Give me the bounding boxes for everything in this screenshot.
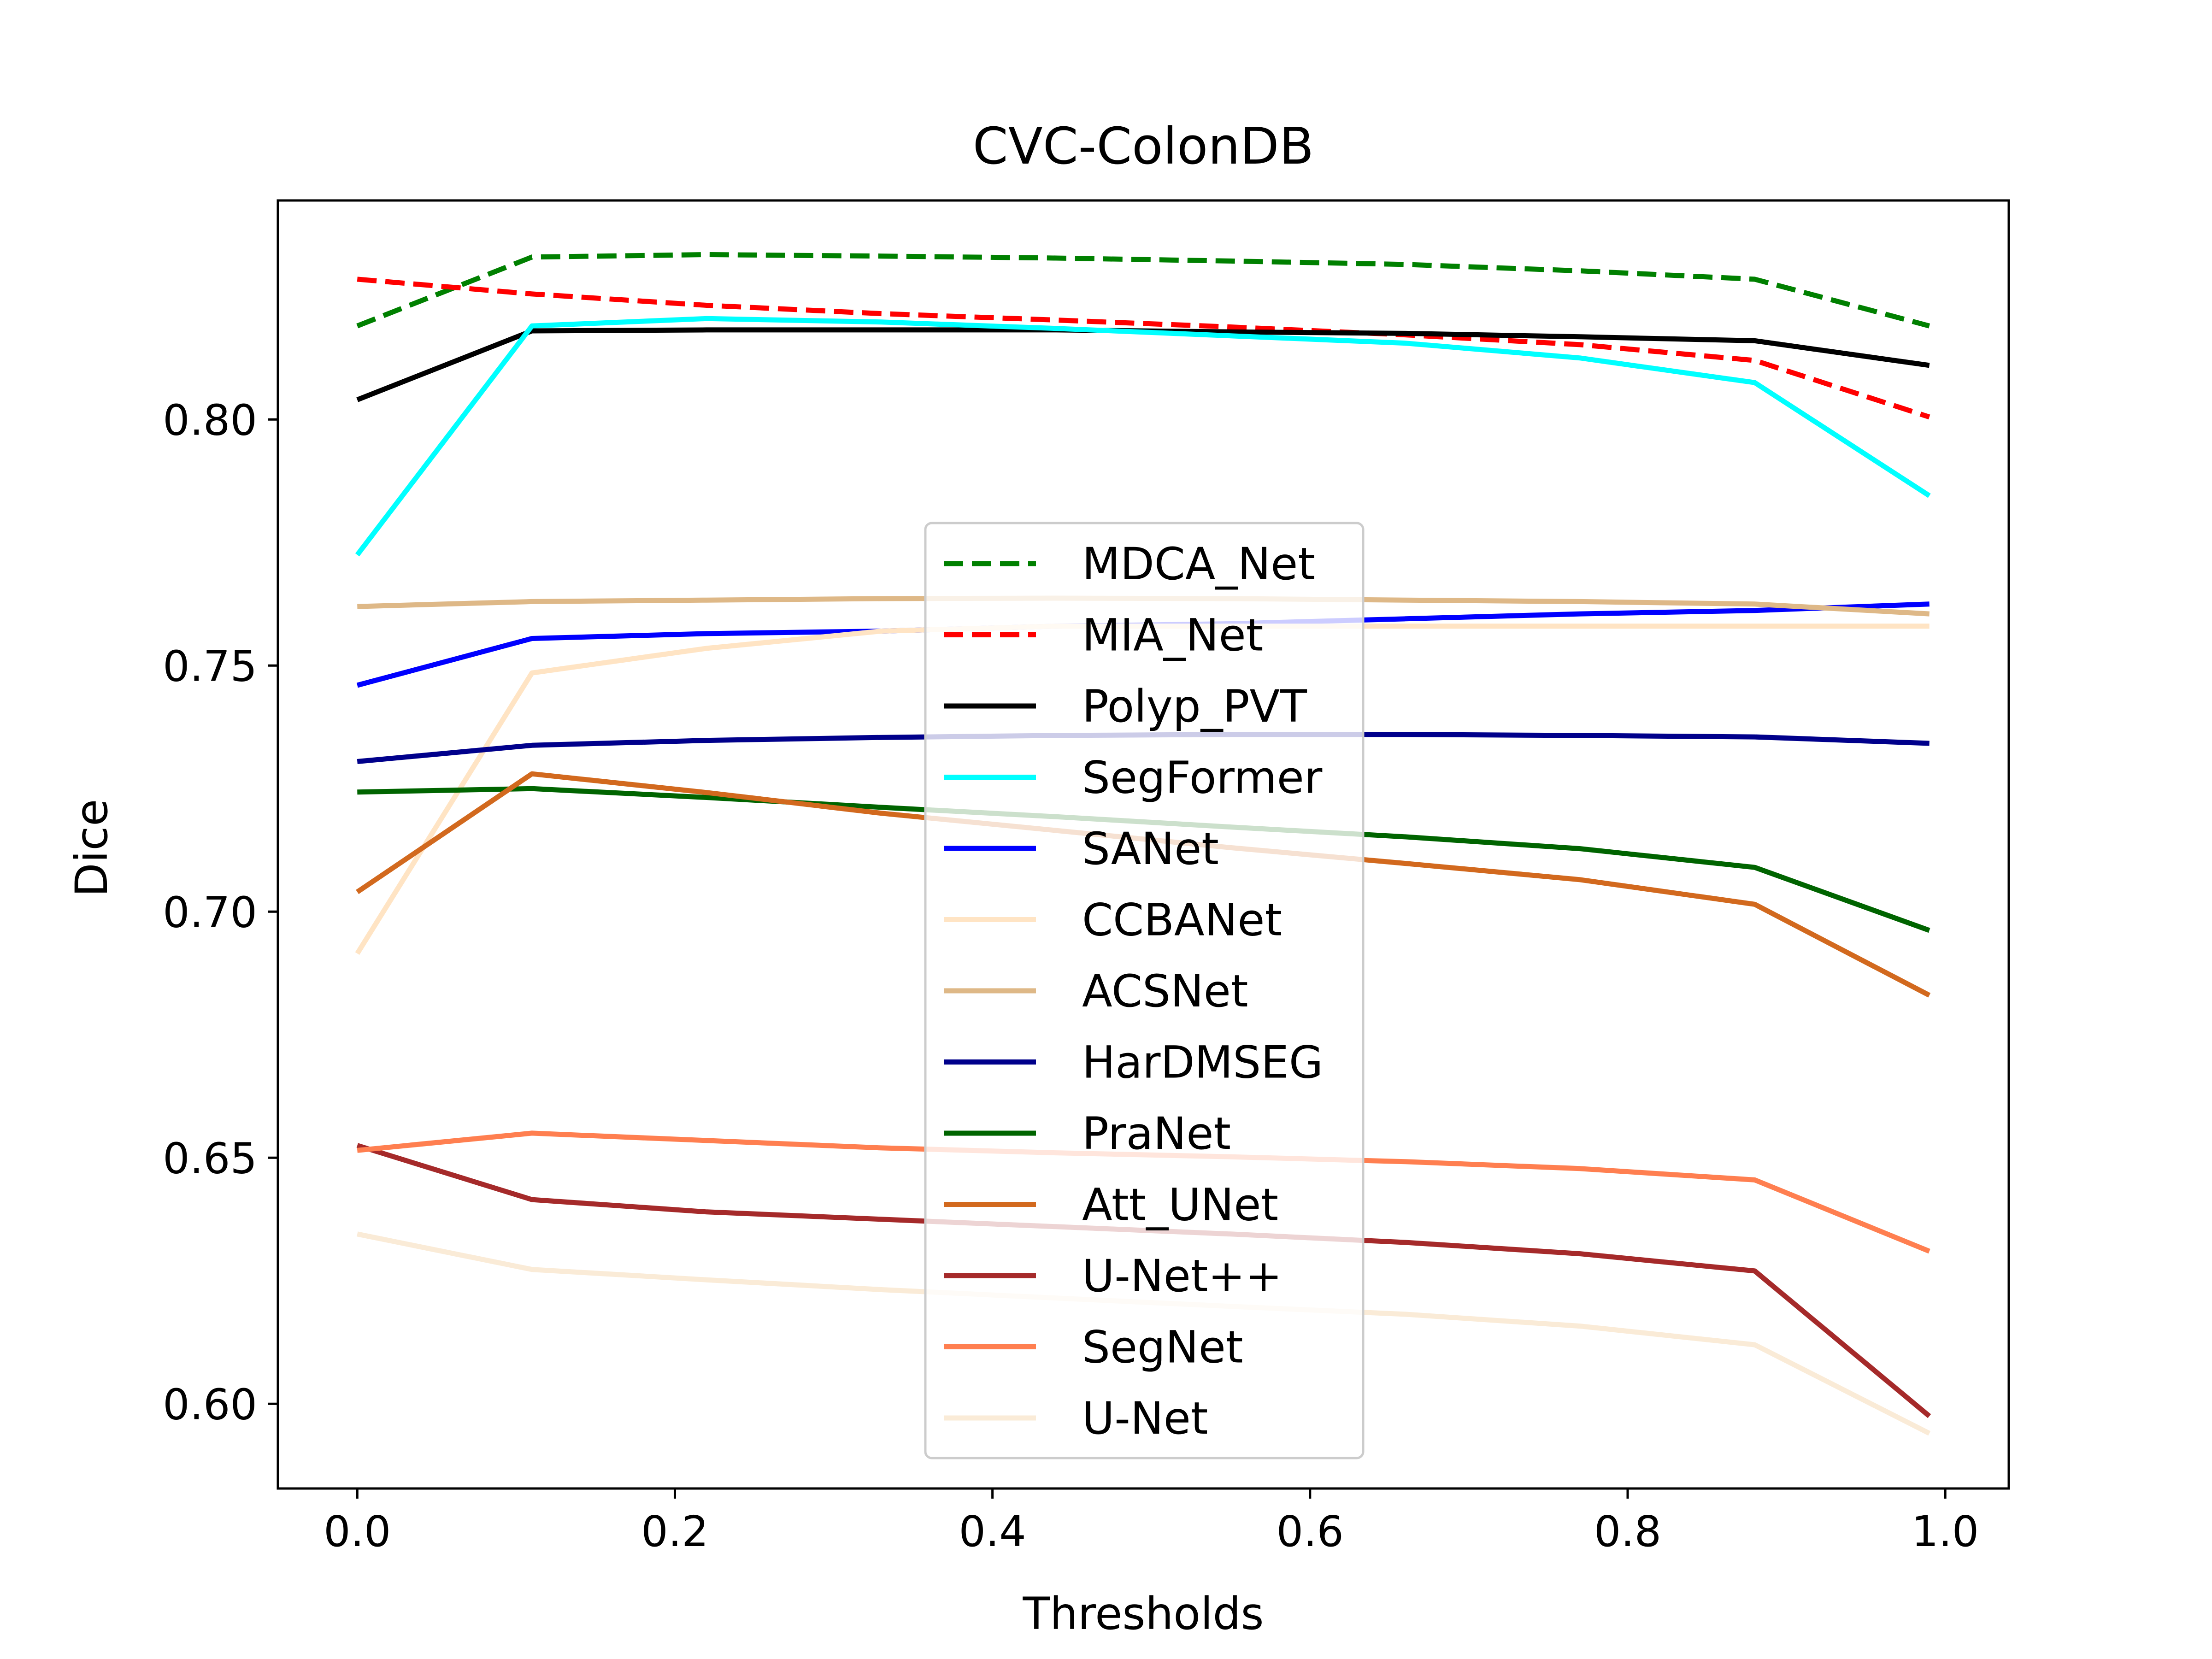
x-tick-label: 0.8 [1594, 1507, 1661, 1556]
legend-item: CCBANet [944, 894, 1282, 946]
legend-item: SegFormer [944, 752, 1323, 804]
legend-label: SANet [1082, 823, 1219, 875]
legend-item: U-Net++ [944, 1250, 1282, 1302]
y-axis-label: Dice [66, 799, 118, 897]
x-axis: 0.0 0.2 0.4 0.6 0.8 1.0 [324, 1488, 1979, 1556]
legend-item: HarDMSEG [944, 1037, 1323, 1088]
chart-title: CVC-ColonDB [973, 117, 1314, 176]
legend-item: SegNet [944, 1322, 1243, 1373]
x-tick-label: 0.2 [641, 1507, 708, 1556]
legend-label: Att_UNet [1082, 1179, 1278, 1231]
y-tick-label: 0.65 [163, 1134, 257, 1183]
y-tick-label: 0.60 [163, 1380, 257, 1429]
legend-item: Att_UNet [944, 1179, 1278, 1231]
x-axis-label: Thresholds [1022, 1588, 1264, 1640]
y-tick-label: 0.70 [163, 888, 257, 937]
x-tick-label: 0.0 [324, 1507, 391, 1556]
legend-label: SegNet [1082, 1322, 1243, 1373]
legend-item: Polyp_PVT [944, 681, 1307, 732]
legend-item: SANet [944, 823, 1219, 875]
legend-item: MIA_Net [944, 610, 1263, 661]
legend-label: ACSNet [1082, 965, 1248, 1017]
legend-label: U-Net [1082, 1393, 1208, 1444]
legend-item: PraNet [944, 1108, 1231, 1159]
series-line-mia-net [357, 276, 1930, 420]
legend-label: PraNet [1082, 1108, 1231, 1159]
y-tick-label: 0.75 [163, 641, 257, 691]
legend-item: U-Net [944, 1393, 1208, 1444]
series-line-mdca-net [356, 252, 1930, 329]
legend-label: HarDMSEG [1082, 1037, 1323, 1088]
legend-label: U-Net++ [1082, 1250, 1282, 1302]
legend-label: CCBANet [1082, 894, 1282, 946]
series-line-segformer [355, 316, 1931, 557]
y-tick-label: 0.80 [163, 395, 257, 445]
legend-label: Polyp_PVT [1082, 681, 1307, 732]
y-axis: 0.60 0.65 0.70 0.75 0.80 [163, 395, 278, 1429]
legend-label: MIA_Net [1082, 610, 1263, 661]
legend-item: ACSNet [944, 965, 1248, 1017]
plot-frame [276, 199, 2010, 1490]
x-tick-label: 0.6 [1277, 1507, 1344, 1556]
legend-item: MDCA_Net [944, 538, 1315, 590]
legend: MDCA_Net MIA_Net Polyp_PVT SegFormer SANet CC… [924, 522, 1365, 1459]
legend-label: SegFormer [1082, 752, 1323, 804]
legend-box [924, 522, 1365, 1459]
legend-label: MDCA_Net [1082, 538, 1315, 590]
x-tick-label: 1.0 [1912, 1507, 1979, 1556]
x-tick-label: 0.4 [959, 1507, 1026, 1556]
